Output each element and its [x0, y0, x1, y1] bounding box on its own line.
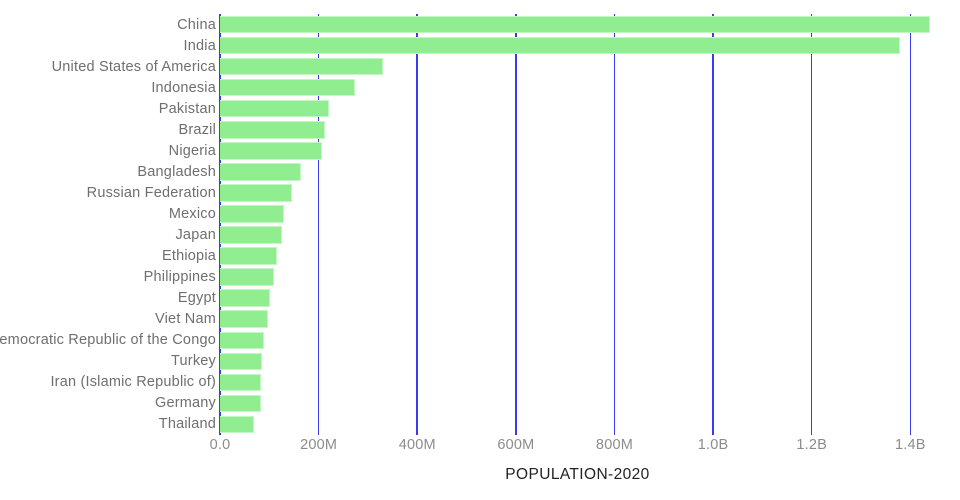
bar — [220, 310, 268, 328]
gridline — [317, 14, 320, 435]
bar — [220, 373, 262, 392]
category-label: Pakistan — [158, 100, 216, 117]
category-label-row: Turkey — [0, 351, 216, 372]
x-tick-label: 0.0 — [209, 437, 231, 453]
category-label: Egypt — [177, 290, 216, 307]
x-tick-label: 1.2B — [796, 437, 828, 453]
bar — [220, 394, 262, 413]
gridline — [810, 14, 813, 435]
gridline — [416, 14, 418, 435]
category-label-row: Philippines — [0, 267, 216, 288]
bar — [220, 226, 283, 244]
category-label: Germany — [154, 395, 216, 412]
category-label-row: Japan — [0, 225, 216, 246]
category-label-row: Brazil — [0, 119, 216, 140]
category-label-row: Pakistan — [0, 98, 216, 119]
category-label: Russian Federation — [86, 184, 216, 201]
category-label: Ethiopia — [162, 248, 216, 265]
category-label: China — [177, 16, 216, 33]
category-label: Japan — [175, 227, 216, 244]
gridline — [909, 14, 912, 435]
category-label-row: Egypt — [0, 288, 216, 309]
category-label-row: Bangladesh — [0, 161, 216, 182]
category-label: Viet Nam — [155, 311, 216, 328]
category-label-row: Indonesia — [0, 77, 216, 98]
category-label: Mexico — [168, 205, 216, 222]
category-label-row: Iran (Islamic Republic of) — [0, 372, 216, 393]
category-label: Iran (Islamic Republic of) — [50, 374, 216, 391]
category-label-row: Nigeria — [0, 140, 216, 161]
category-label-row: Ethiopia — [0, 246, 216, 267]
x-tick-label: 400M — [398, 437, 436, 453]
bar — [220, 142, 322, 160]
bar — [220, 163, 302, 181]
bar — [220, 205, 284, 223]
category-label-row: Germany — [0, 393, 216, 414]
bar — [220, 331, 265, 350]
category-label-row: China — [0, 14, 216, 35]
category-label-row: Russian Federation — [0, 182, 216, 203]
bar — [220, 415, 255, 434]
bar — [220, 99, 329, 118]
category-label: Bangladesh — [137, 163, 216, 180]
x-tick-label: 800M — [595, 437, 634, 453]
x-axis-title: POPULATION-2020 — [505, 466, 650, 483]
x-tick-label: 200M — [300, 437, 338, 453]
category-label-row: Mexico — [0, 203, 216, 224]
category-label-row: India — [0, 35, 216, 56]
category-label-row: Democratic Republic of the Congo — [0, 330, 216, 351]
category-label: Democratic Republic of the Congo — [0, 332, 216, 349]
bar — [220, 36, 901, 55]
category-label-row: Viet Nam — [0, 309, 216, 330]
category-label-row: United States of America — [0, 56, 216, 77]
bar — [220, 184, 292, 202]
gridline — [515, 14, 517, 435]
bar — [220, 247, 277, 265]
bar — [220, 57, 384, 76]
bar — [220, 121, 325, 139]
gridline — [712, 14, 714, 435]
x-tick-label: 1.4B — [895, 437, 926, 453]
category-label: Indonesia — [151, 79, 216, 96]
bar — [220, 78, 355, 97]
category-label: Brazil — [178, 121, 216, 138]
gridline — [219, 14, 221, 435]
bar — [220, 268, 275, 286]
bar — [220, 15, 930, 34]
bar — [220, 352, 262, 371]
y-axis-category-labels: China India United States of America Indone… — [0, 14, 216, 435]
x-tick-label: 1.0B — [697, 437, 729, 453]
plot-area — [219, 14, 935, 435]
x-axis-tick-labels: 0.0 200M 400M 600M 800M 1.0B 1.2B 1.4B — [210, 437, 935, 455]
x-tick-label: 600M — [497, 437, 535, 453]
category-label: Philippines — [143, 269, 216, 286]
category-label: India — [183, 37, 216, 54]
category-label: United States of America — [51, 58, 216, 75]
gridline — [613, 14, 616, 435]
category-label: Nigeria — [168, 142, 216, 159]
category-label-row: Thailand — [0, 414, 216, 435]
category-label: Turkey — [171, 353, 216, 370]
bar — [220, 289, 271, 307]
category-label: Thailand — [158, 416, 216, 433]
